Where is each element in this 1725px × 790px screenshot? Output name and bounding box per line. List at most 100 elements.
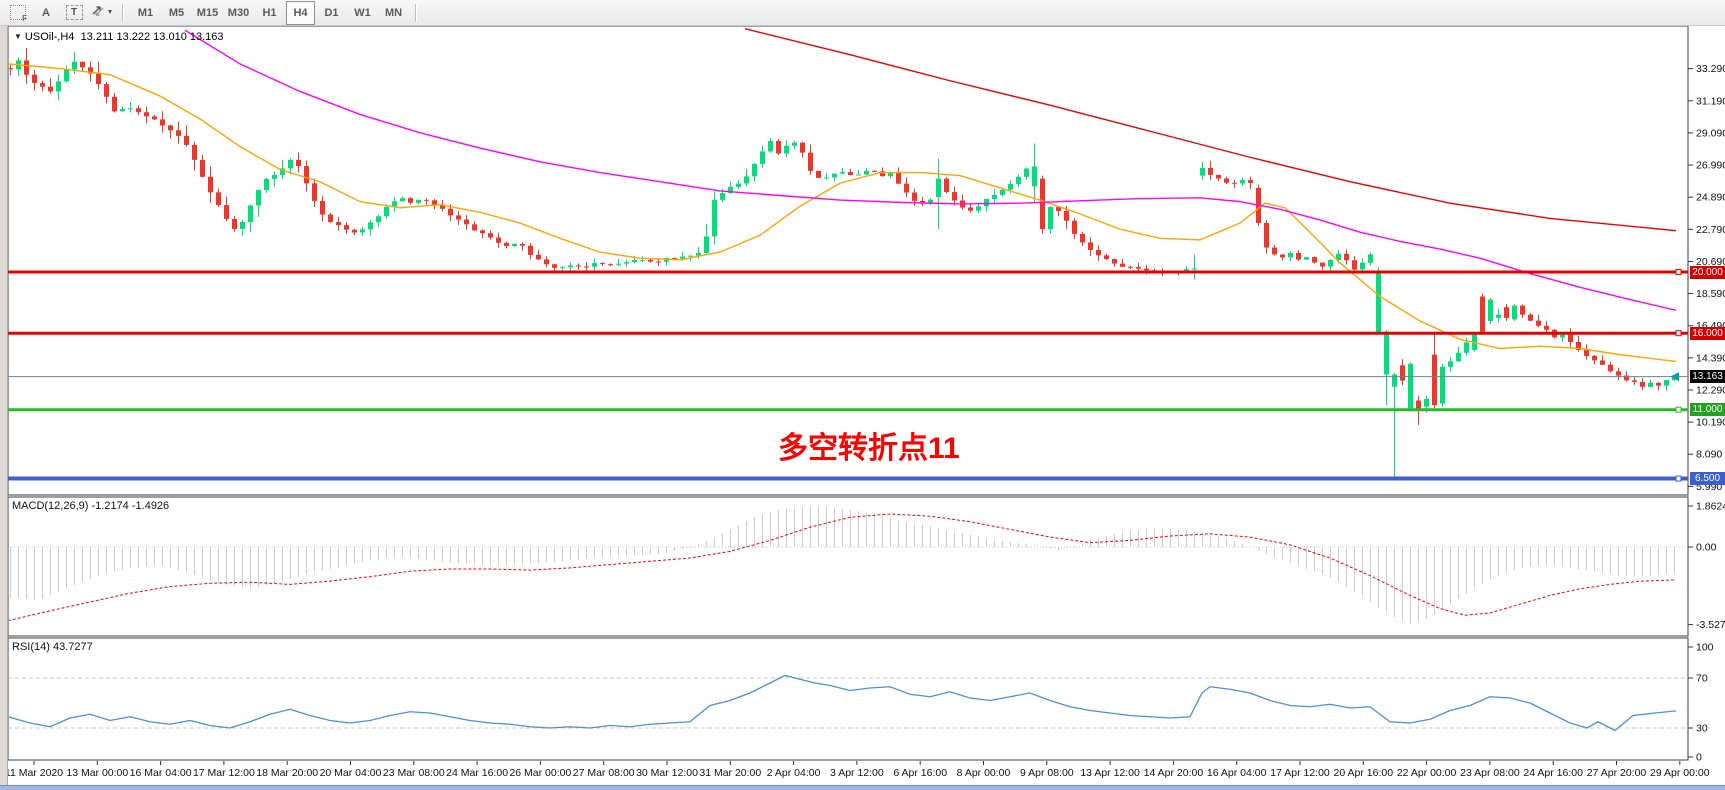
date-tick-label: 24 Mar 16:00 xyxy=(446,767,508,779)
macd-layer xyxy=(9,506,1687,625)
date-tick-label: 20 Apr 16:00 xyxy=(1334,767,1394,779)
left-edge-strip xyxy=(0,26,8,790)
rsi-layer xyxy=(9,674,1687,732)
rsi-tick-label: 0 xyxy=(1696,752,1702,764)
current-price-arrow-icon xyxy=(1670,372,1679,382)
date-tick-label: 16 Mar 04:00 xyxy=(130,767,192,779)
macd-signal-line xyxy=(9,513,1677,621)
ma-mid-line xyxy=(184,29,1677,311)
hline-price-badge: 20.000 xyxy=(1690,265,1725,279)
tf-button-m30[interactable]: M30 xyxy=(227,6,250,19)
date-tick-label: 17 Apr 12:00 xyxy=(1270,767,1330,779)
tf-button-h4[interactable]: H4 xyxy=(286,0,315,25)
rsi-tick-label: 30 xyxy=(1696,723,1708,735)
rsi-tick-label: 100 xyxy=(1696,642,1714,654)
font-tool-label: A xyxy=(42,6,50,19)
price-tick-label: 33.290 xyxy=(1696,63,1725,75)
price-tick-label: 10.190 xyxy=(1696,417,1725,429)
date-tick-label: 17 Mar 12:00 xyxy=(193,767,255,779)
date-tick-label: 20 Mar 04:00 xyxy=(320,767,382,779)
tf-button-m5[interactable]: M5 xyxy=(168,6,185,19)
cycle-arrows-icon xyxy=(91,5,105,20)
text-label-tool-button[interactable]: T xyxy=(61,1,87,25)
quote-low: 13.010 xyxy=(153,31,187,43)
date-tick-label: 29 Apr 00:00 xyxy=(1650,767,1710,779)
toolbar-separator xyxy=(122,3,124,22)
date-tick-label: 27 Apr 20:00 xyxy=(1587,767,1647,779)
date-tick-label: 24 Apr 16:00 xyxy=(1523,767,1583,779)
current-price-badge: 13.163 xyxy=(1690,370,1725,384)
price-tick-label: 26.990 xyxy=(1696,160,1725,172)
date-tick-label: 16 Apr 04:00 xyxy=(1207,767,1267,779)
price-panel xyxy=(7,25,1689,496)
date-tick-label: 30 Mar 12:00 xyxy=(636,767,698,779)
date-tick-label: 9 Apr 08:00 xyxy=(1020,767,1074,779)
date-tick-label: 26 Mar 00:00 xyxy=(509,767,571,779)
hline-handle[interactable] xyxy=(1675,406,1682,413)
date-tick-label: 14 Apr 20:00 xyxy=(1144,767,1204,779)
macd-tick-label: 1.8624 xyxy=(1696,501,1725,513)
price-tick-label: 8.090 xyxy=(1696,449,1722,461)
chart-title: ▼ USOil-,H4 13.211 13.222 13.010 13.163 xyxy=(14,31,224,43)
symbol-period-label: USOil-,H4 xyxy=(24,31,75,43)
indicator-grid-icon[interactable]: F xyxy=(5,1,31,25)
hline-price-badge: 11.000 xyxy=(1690,403,1725,417)
candles-layer xyxy=(9,28,1677,479)
date-tick-label: 23 Mar 08:00 xyxy=(383,767,445,779)
hline-price-badge: 16.000 xyxy=(1690,326,1725,340)
price-tick-label: 31.190 xyxy=(1696,95,1725,107)
tf-button-w1[interactable]: W1 xyxy=(354,6,371,19)
hline-handle[interactable] xyxy=(1675,269,1682,275)
date-tick-label: 18 Mar 20:00 xyxy=(256,767,318,779)
date-tick-label: 6 Apr 16:00 xyxy=(893,767,947,779)
rsi-indicator-label: RSI(14) 43.7277 xyxy=(12,641,93,653)
price-tick-label: 29.090 xyxy=(1696,127,1725,139)
statusbar-edge xyxy=(0,785,1725,790)
rsi-panel xyxy=(7,637,1689,761)
macd-tick-label: -3.5273 xyxy=(1696,619,1725,631)
chart-annotation: 多空转折点11 xyxy=(778,432,960,465)
quote-close: 13.163 xyxy=(189,31,224,43)
ma-fast-line xyxy=(9,63,1677,363)
date-tick-label: 23 Apr 08:00 xyxy=(1460,767,1520,779)
ma-slow-line xyxy=(744,28,1677,232)
macd-tick-label: 0.00 xyxy=(1696,542,1717,554)
date-tick-label: 13 Apr 12:00 xyxy=(1080,767,1140,779)
tf-button-h1[interactable]: H1 xyxy=(262,6,277,19)
quote-high: 13.222 xyxy=(116,31,151,43)
rsi-value: 43.7277 xyxy=(52,641,93,653)
macd-indicator-label: MACD(12,26,9) -1.2174 -1.4926 xyxy=(12,500,170,512)
hline-price-badge: 6.500 xyxy=(1690,472,1725,486)
tf-button-m15[interactable]: M15 xyxy=(196,6,219,19)
price-tick-label: 18.590 xyxy=(1696,288,1725,300)
price-tick-label: 22.790 xyxy=(1696,224,1725,236)
quote-open: 13.211 xyxy=(80,31,114,43)
date-tick-label: 8 Apr 00:00 xyxy=(957,767,1011,779)
text-tool-label: T xyxy=(70,7,78,18)
font-tool-button[interactable]: A xyxy=(33,1,59,25)
chevron-down-icon: ▼ xyxy=(106,9,114,16)
tf-button-m1[interactable]: M1 xyxy=(137,6,154,19)
hline-handle[interactable] xyxy=(1675,330,1682,337)
price-tick-label: 20.690 xyxy=(1696,256,1725,268)
date-tick-label: 3 Apr 12:00 xyxy=(830,767,884,779)
chart-collapse-icon[interactable]: ▼ xyxy=(14,32,22,41)
tf-button-d1[interactable]: D1 xyxy=(324,6,339,19)
toolbar-separator xyxy=(415,3,417,22)
hline-handle[interactable] xyxy=(1675,475,1682,482)
date-tick-label: 27 Mar 08:00 xyxy=(573,767,635,779)
macd-panel xyxy=(7,496,1689,637)
toolbar: F A T ▼ M1 M5 M15 M30 H1 H4 D1 W1 MN xyxy=(0,0,1725,26)
cycle-arrows-button[interactable]: ▼ xyxy=(89,1,115,25)
date-tick-label: 31 Mar 20:00 xyxy=(699,767,761,779)
price-tick-label: 24.890 xyxy=(1696,192,1725,204)
price-tick-label: 12.290 xyxy=(1696,384,1725,396)
date-tick-label: 13 Mar 00:00 xyxy=(66,767,128,779)
macd-signal-value: -1.4926 xyxy=(131,500,170,512)
tf-button-mn[interactable]: MN xyxy=(384,6,403,19)
date-tick-label: 22 Apr 00:00 xyxy=(1397,767,1457,779)
rsi-tick-label: 70 xyxy=(1696,673,1708,685)
rsi-line xyxy=(9,674,1677,732)
